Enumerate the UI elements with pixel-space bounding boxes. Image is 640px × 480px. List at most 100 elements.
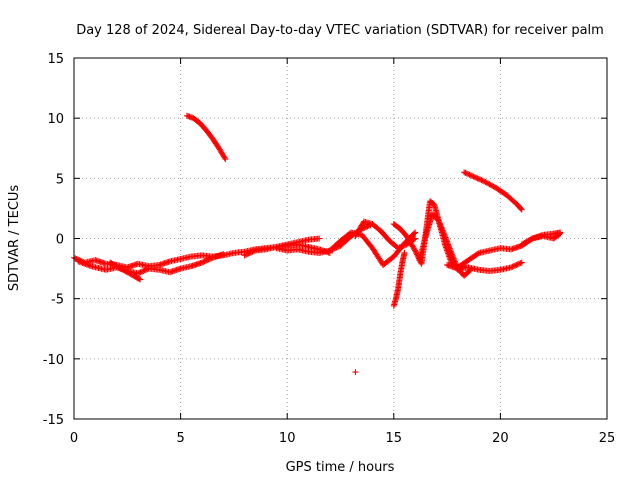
data-point	[440, 228, 447, 235]
data-point	[128, 271, 135, 278]
chart-title: Day 128 of 2024, Sidereal Day-to-day VTE…	[76, 23, 604, 38]
data-point	[411, 246, 418, 253]
data-point	[517, 260, 524, 267]
data-point	[412, 235, 419, 242]
data-point	[439, 227, 446, 234]
data-point	[130, 272, 137, 279]
data-point	[481, 178, 488, 185]
data-point	[363, 224, 370, 231]
data-point	[249, 248, 256, 255]
data-point	[242, 251, 249, 258]
data-point	[479, 177, 486, 184]
data-point	[118, 266, 125, 273]
data-point	[513, 261, 520, 268]
data-point	[125, 269, 132, 276]
data-point	[72, 255, 79, 262]
data-point	[474, 250, 481, 257]
data-point	[412, 229, 419, 236]
data-point	[246, 249, 253, 256]
data-point	[245, 250, 252, 257]
data-point	[208, 255, 215, 262]
data-point	[509, 263, 516, 270]
data-point	[412, 248, 419, 255]
data-point	[466, 171, 473, 178]
x-tick-label: 15	[386, 431, 403, 446]
data-point	[201, 258, 208, 265]
data-point	[518, 259, 525, 266]
data-point	[397, 243, 404, 250]
data-point	[475, 175, 482, 182]
data-point	[364, 223, 371, 230]
data-point	[436, 220, 443, 227]
data-point	[471, 174, 478, 181]
data-point	[200, 258, 207, 265]
data-point	[469, 172, 476, 179]
y-tick-label: 5	[56, 172, 64, 187]
data-point	[121, 267, 128, 274]
data-point	[465, 171, 472, 178]
data-point	[410, 236, 417, 243]
data-point	[142, 266, 149, 273]
data-point	[111, 261, 118, 268]
data-point	[141, 267, 148, 274]
data-point	[117, 265, 124, 272]
data-point	[440, 230, 447, 237]
data-point	[108, 260, 115, 267]
data-point	[137, 269, 144, 276]
x-tick-label: 5	[176, 431, 184, 446]
y-tick-label: -15	[43, 413, 64, 428]
y-tick-label: 10	[47, 112, 64, 127]
data-point	[127, 271, 134, 278]
y-tick-label: 0	[56, 233, 64, 248]
data-point	[137, 276, 144, 283]
data-point	[463, 170, 470, 177]
data-point	[138, 268, 145, 275]
data-point	[395, 245, 402, 252]
data-point	[122, 268, 129, 275]
x-tick-label: 10	[279, 431, 296, 446]
data-point	[556, 231, 563, 238]
data-point	[438, 224, 445, 231]
data-point	[206, 255, 213, 262]
data-point	[222, 156, 229, 163]
data-point	[517, 205, 524, 212]
y-tick-label: -10	[43, 353, 64, 368]
data-point	[473, 174, 480, 181]
data-point	[112, 262, 119, 269]
data-point	[120, 266, 127, 273]
data-point	[107, 259, 114, 266]
data-point	[114, 263, 121, 270]
data-point	[467, 172, 474, 179]
data-point	[510, 263, 517, 270]
y-tick-label: 15	[47, 52, 64, 67]
data-point	[518, 206, 525, 213]
data-point	[449, 252, 456, 259]
data-point	[474, 175, 481, 182]
data-point	[401, 249, 408, 256]
data-point	[399, 243, 406, 250]
data-point	[241, 252, 248, 259]
data-point	[352, 369, 359, 376]
data-point	[437, 221, 444, 228]
data-point	[439, 225, 446, 232]
data-point	[202, 257, 209, 264]
data-point	[123, 268, 130, 275]
data-point	[136, 275, 143, 282]
data-point	[514, 261, 521, 268]
data-point	[412, 247, 419, 254]
data-point	[205, 256, 212, 263]
data-point	[396, 244, 403, 251]
data-point	[448, 251, 455, 258]
data-point	[477, 176, 484, 183]
data-points	[71, 112, 564, 376]
data-point	[116, 264, 123, 271]
data-point	[528, 236, 535, 243]
data-point	[221, 154, 228, 161]
data-point	[250, 248, 257, 255]
data-point	[451, 258, 458, 265]
data-point	[557, 230, 564, 237]
x-tick-label: 25	[599, 431, 616, 446]
data-point	[248, 249, 255, 256]
